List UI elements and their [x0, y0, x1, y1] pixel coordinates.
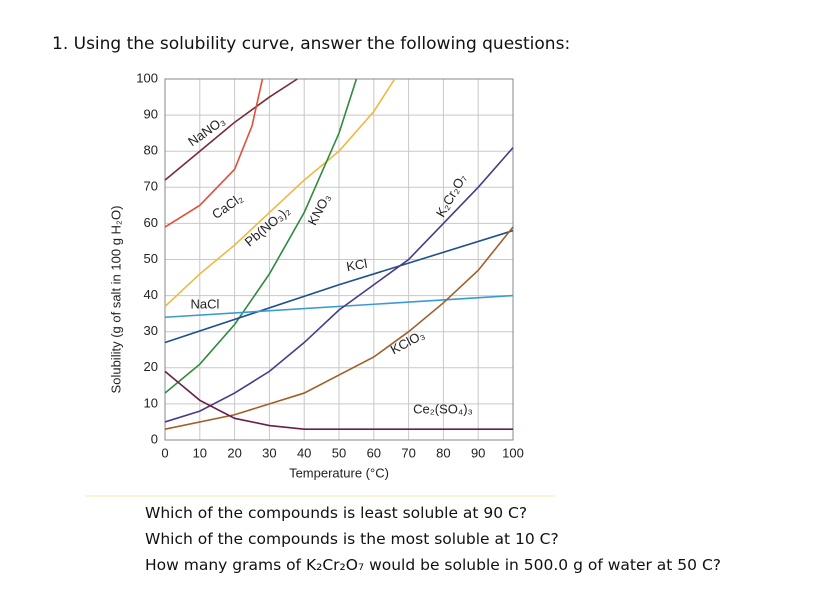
series-line — [164, 78, 396, 308]
y-tick-label: 40 — [144, 287, 158, 302]
series-line — [164, 147, 514, 423]
x-tick-label: 70 — [401, 445, 415, 460]
chart: 0 10 20 30 40 50 60 70 80 90 100 0 10 20 30 40 50 60 70 80 9… — [85, 70, 555, 497]
x-tick-label: 100 — [502, 445, 524, 460]
series-line — [164, 78, 298, 181]
questions: Which of the compounds is least soluble … — [145, 500, 721, 578]
series-label: Ce₂(SO₄)₃ — [413, 401, 473, 416]
y-tick-label: 60 — [144, 215, 158, 230]
x-tick-label: 60 — [367, 445, 381, 460]
question: Which of the compounds is least soluble … — [145, 504, 528, 522]
series-line — [164, 294, 514, 319]
series-line — [164, 229, 514, 344]
series-label: KCl — [345, 256, 368, 274]
y-tick-label: 20 — [144, 359, 158, 374]
series-label: K₂Cr₂O₇ — [433, 171, 470, 220]
series-label: Pb(NO₃)₂ — [242, 203, 293, 249]
x-tick-label: 50 — [332, 445, 346, 460]
series-line — [164, 226, 514, 430]
x-tick-label: 80 — [436, 445, 450, 460]
series-line — [164, 78, 264, 228]
x-tick-label: 30 — [262, 445, 276, 460]
series-line — [164, 370, 513, 430]
y-tick-label: 50 — [144, 251, 158, 266]
y-tick-label: 30 — [144, 323, 158, 338]
y-tick-label: 90 — [144, 107, 158, 122]
question: How many grams of K₂Cr₂O₇ would be solub… — [145, 556, 722, 574]
series-label: NaNO₃ — [185, 113, 228, 149]
y-tick-label: 100 — [136, 70, 158, 85]
series-label: CaCl₂ — [209, 190, 245, 222]
y-tick-label: 80 — [144, 143, 158, 158]
heading: 1. Using the solubility curve, answer th… — [52, 34, 571, 54]
y-tick-label: 10 — [144, 395, 158, 410]
x-tick-label: 90 — [471, 445, 485, 460]
plot-frame — [164, 78, 514, 441]
x-tick-label: 10 — [193, 445, 207, 460]
y-tick-label: 70 — [144, 179, 158, 194]
y-axis-label: Solubility (g of salt in 100 g H₂O) — [108, 206, 123, 394]
x-tick-label: 0 — [161, 445, 168, 460]
question: Which of the compounds is the most solub… — [145, 530, 559, 548]
x-tick-label: 20 — [227, 445, 241, 460]
series-label: KNO₃ — [305, 191, 334, 228]
x-axis-label: Temperature (°C) — [289, 465, 389, 480]
y-tick-label: 0 — [151, 431, 158, 446]
x-tick-label: 40 — [297, 445, 311, 460]
series-label: NaCl — [191, 296, 220, 311]
series-line — [164, 78, 358, 394]
